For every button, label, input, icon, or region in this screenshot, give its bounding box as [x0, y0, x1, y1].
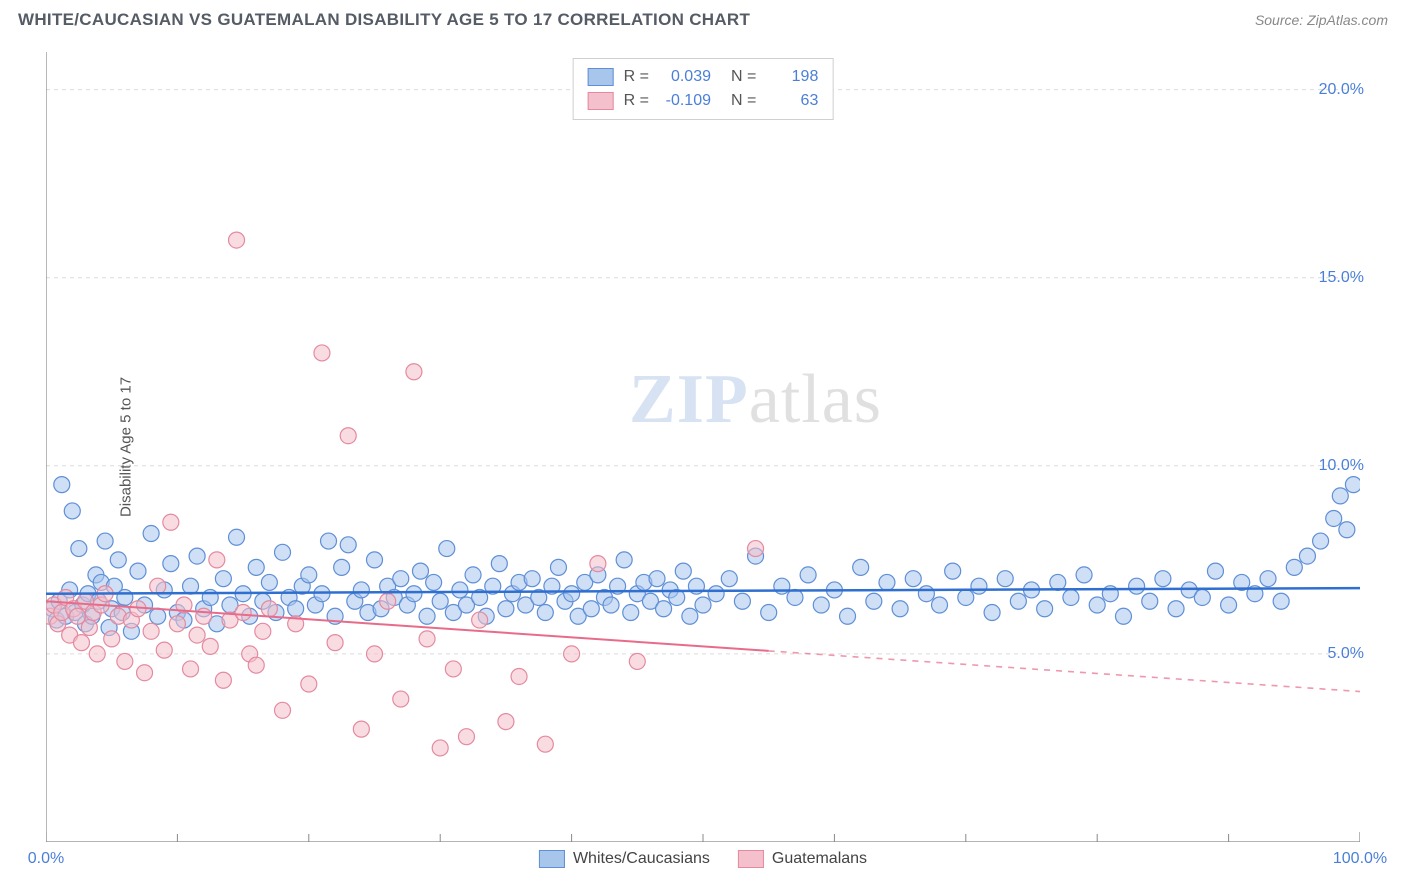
stats-legend: R = 0.039N = 198R = -0.109N = 63: [573, 58, 834, 120]
chart-area: Disability Age 5 to 17 ZIPatlas R = 0.03…: [46, 52, 1360, 842]
legend-row: R = 0.039N = 198: [588, 65, 819, 89]
series-legend: Whites/Caucasians Guatemalans: [539, 850, 867, 868]
x-tick-label: 100.0%: [1333, 850, 1387, 868]
source-label: Source: ZipAtlas.com: [1255, 12, 1388, 28]
legend-swatch: [588, 92, 614, 110]
x-tick-label: 0.0%: [28, 850, 64, 868]
y-tick-label: 15.0%: [1319, 269, 1364, 287]
y-tick-label: 5.0%: [1328, 645, 1364, 663]
y-tick-label: 20.0%: [1319, 81, 1364, 99]
legend-swatch: [588, 68, 614, 86]
legend-swatch: [539, 850, 565, 868]
legend-item: Whites/Caucasians: [539, 850, 710, 868]
chart-title: WHITE/CAUCASIAN VS GUATEMALAN DISABILITY…: [18, 10, 750, 30]
legend-swatch: [738, 850, 764, 868]
legend-row: R = -0.109N = 63: [588, 89, 819, 113]
scatter-chart: [46, 52, 1360, 842]
y-tick-label: 10.0%: [1319, 457, 1364, 475]
legend-item: Guatemalans: [738, 850, 867, 868]
